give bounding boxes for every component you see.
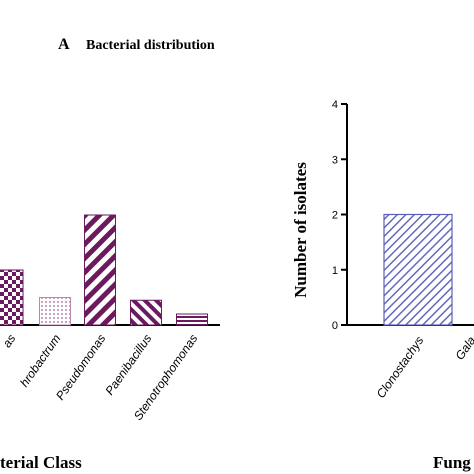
bar-pseudomonas [84,214,116,326]
fungal-chart: 0 1 2 3 4 Clonostachys Gala Number of isolate… [291,99,474,472]
y-tick-label-1: 1 [332,265,338,277]
bar-clonostachys [383,213,453,326]
bar-hrobactrum [39,297,71,326]
y-tick-label-0: 0 [332,320,338,332]
bar-stenotrophomonas [176,313,208,326]
category-label-gala: Gala [452,333,474,362]
panel-letter: A [58,36,70,53]
category-label-as: as [0,332,18,350]
bar-as [0,269,24,326]
panel-title: Bacterial distribution [86,38,215,53]
category-label-hrobactrum: hrobactrum [17,332,63,390]
y-tick-label-3: 3 [332,154,338,166]
right-y-axis-label: Number of isolates [291,162,310,298]
category-label-paenibacillus: Paenibacillus [102,332,154,398]
y-tick-label-2: 2 [332,210,338,222]
y-tick-label-4: 4 [332,99,338,111]
left-x-axis-label: terial Class [0,453,82,472]
bacterial-chart: ashrobactrumPseudomonasPaenibacillusSten… [0,214,220,472]
right-x-axis-label: Fung [433,453,471,472]
bar-paenibacillus [130,299,162,326]
category-label-clonostachys: Clonostachys [374,334,427,401]
